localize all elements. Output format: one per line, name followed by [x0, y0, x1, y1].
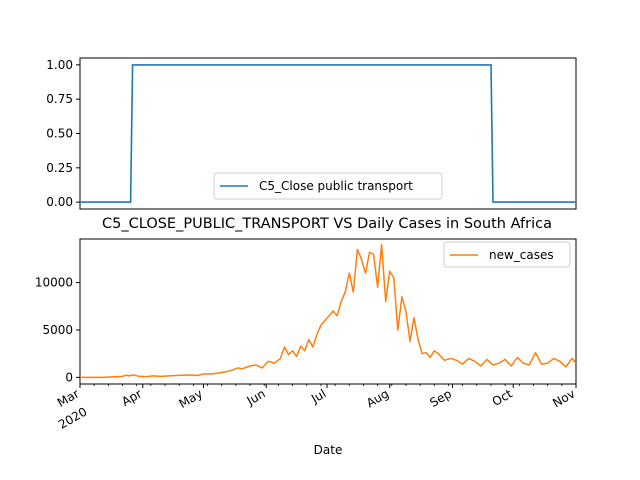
top-y-ticks: 0.00 0.25 0.50 0.75 1.00 [46, 58, 80, 209]
top-y-tick-label: 0.00 [46, 195, 73, 209]
x-tick-label: Nov [550, 386, 577, 410]
bottom-legend-box [443, 241, 571, 268]
x-tick-label: Apr [119, 386, 144, 409]
x-tick-label: Aug [364, 386, 391, 410]
top-y-tick-label: 0.25 [46, 161, 73, 175]
series-line-c5-close-public-transport [80, 64, 576, 203]
x-tick-label: May [177, 386, 205, 411]
x-tick-label: Sep [427, 386, 454, 409]
x-tick-label: Jun [244, 386, 268, 408]
bottom-series [80, 243, 577, 379]
bottom-y-tick-label: 0 [65, 370, 73, 384]
top-y-tick-label: 0.50 [46, 127, 73, 141]
bottom-y-tick-label: 5000 [42, 323, 73, 337]
bottom-y-tick-label: 10000 [35, 276, 73, 290]
top-axes: 0.00 0.25 0.50 0.75 1.00 C5_Close public tra… [46, 57, 577, 210]
top-series [80, 64, 576, 203]
x-tick-label: Jul [308, 386, 328, 406]
top-y-tick-label: 0.75 [46, 92, 73, 106]
x-tick-label: Oct [490, 386, 515, 409]
bottom-legend-label: new_cases [489, 248, 554, 262]
top-legend-label: C5_Close public transport [259, 179, 413, 193]
top-legend-box [213, 172, 443, 200]
top-legend: C5_Close public transport [213, 172, 443, 200]
bottom-y-ticks: 0 5000 10000 [35, 276, 80, 384]
bottom-axes: C5_CLOSE_PUBLIC_TRANSPORT VS Daily Cases… [35, 216, 578, 457]
top-y-tick-label: 1.00 [46, 58, 73, 72]
x-axis-label: Date [314, 443, 343, 457]
series-line-new-cases [80, 243, 577, 379]
bottom-legend: new_cases [443, 241, 571, 268]
chart-title: C5_CLOSE_PUBLIC_TRANSPORT VS Daily Cases… [102, 216, 552, 232]
